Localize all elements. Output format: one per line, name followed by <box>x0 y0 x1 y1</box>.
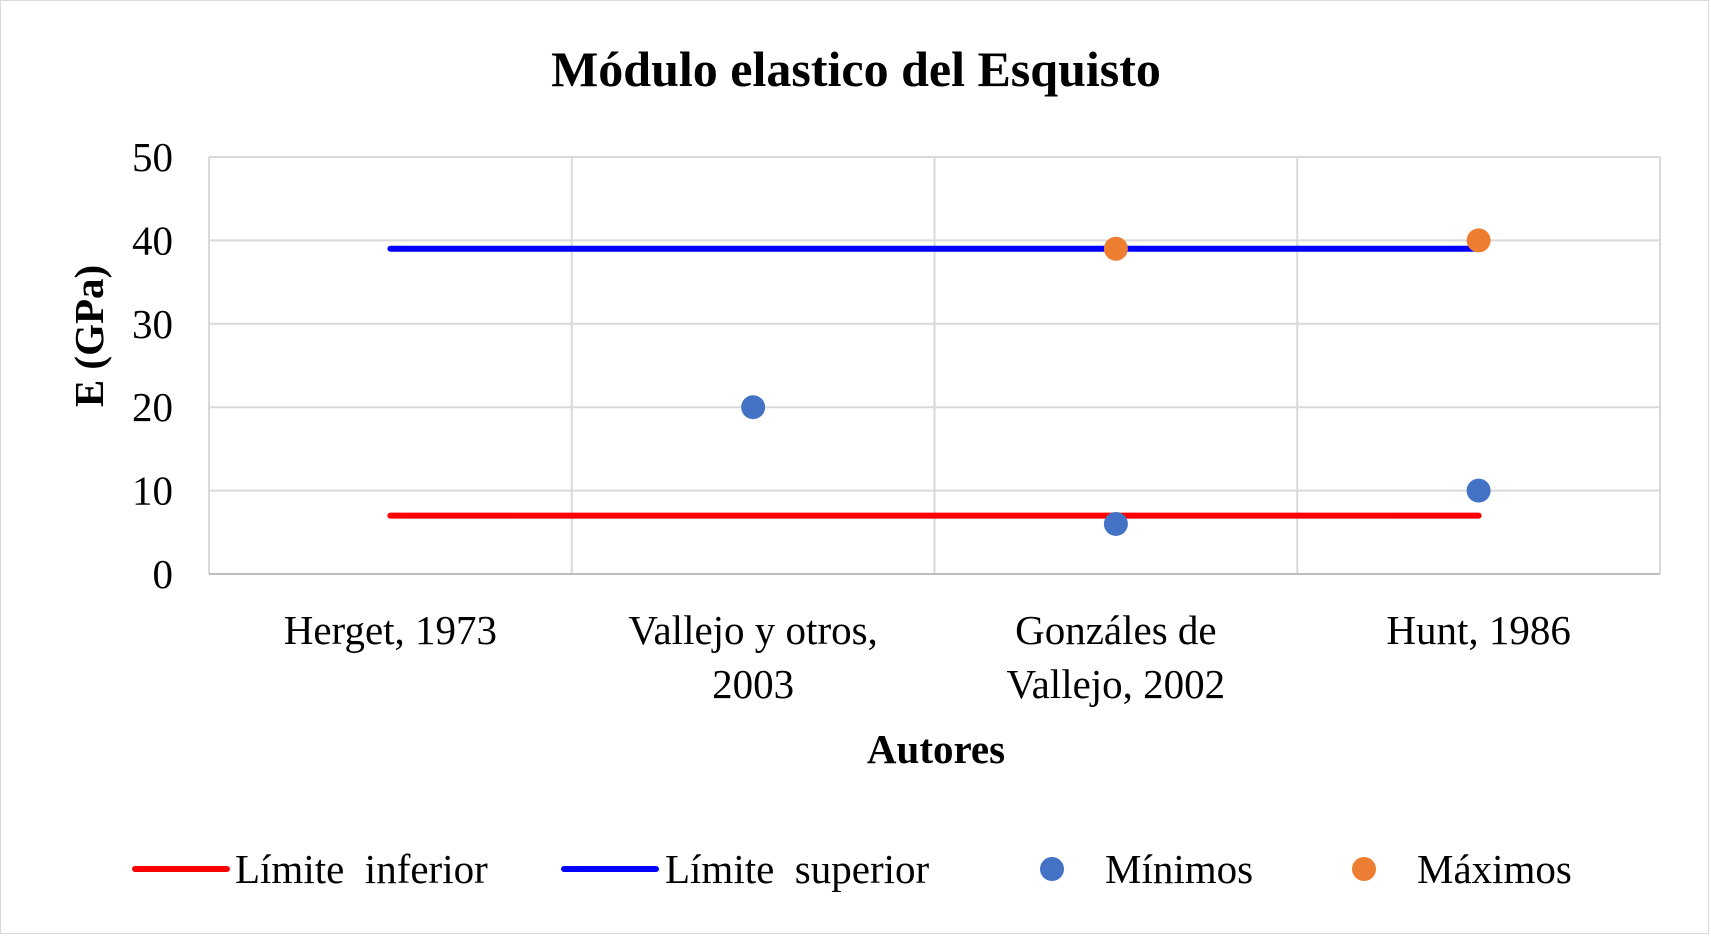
x-axis-title: Autores <box>867 726 1005 772</box>
y-tick-label: 50 <box>132 134 173 180</box>
grid-layer <box>208 156 1661 574</box>
y-tick-label: 30 <box>132 301 173 347</box>
legend-label: Máximos <box>1417 846 1572 892</box>
data-point-series-3 <box>1466 478 1491 503</box>
legend-marker-symbol <box>1352 857 1376 881</box>
data-point-series-3 <box>741 395 766 420</box>
legend-marker-symbol <box>1040 857 1064 881</box>
x-tick-label: Herget, 1973 <box>284 607 497 653</box>
y-tick-label: 0 <box>153 551 174 597</box>
x-tick-label: Gonzáles de Vallejo, 2002 <box>1007 607 1226 707</box>
y-tick-label: 20 <box>132 384 173 430</box>
series-layer <box>387 228 1491 536</box>
legend-label: Mínimos <box>1105 846 1253 892</box>
legend-label: Límite superior <box>665 846 930 892</box>
data-point-series-4 <box>1103 236 1128 261</box>
y-tick-label: 40 <box>132 217 173 263</box>
data-point-series-4 <box>1466 228 1491 253</box>
legend: Límite inferior Límite superior Mínimos Máx… <box>132 846 1572 892</box>
chart-title: Módulo elastico del Esquisto <box>551 41 1161 97</box>
x-tick-label: Vallejo y otros, 2003 <box>628 607 877 707</box>
x-tick-label: Hunt, 1986 <box>1386 607 1571 653</box>
y-tick-label: 10 <box>132 468 173 514</box>
legend-label: Límite inferior <box>235 846 488 892</box>
axis-layer: 0 10 20 30 40 50 Herget, 1973 Vallejo y otros, 2… <box>132 134 1660 707</box>
data-point-series-3 <box>1103 511 1128 536</box>
y-axis-title: E (GPa) <box>66 265 112 407</box>
